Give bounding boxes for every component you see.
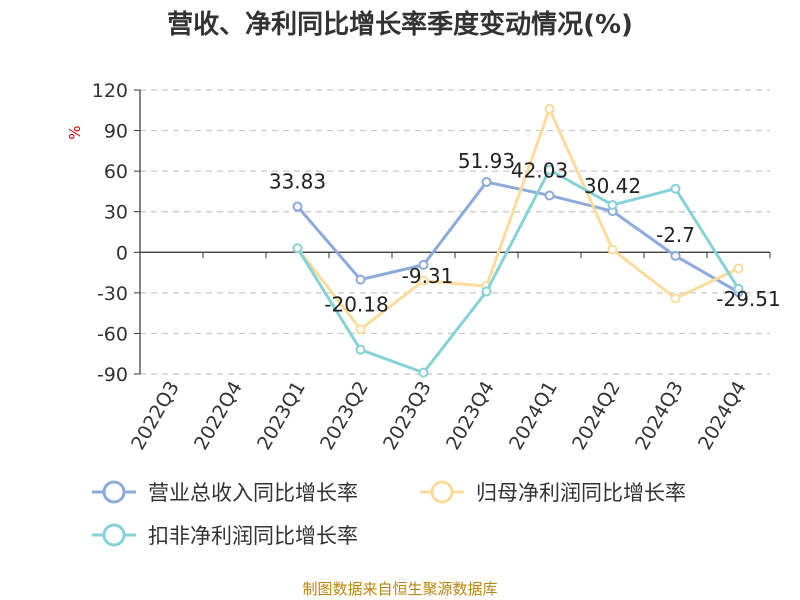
data-point xyxy=(607,244,618,255)
legend-marker-icon xyxy=(102,480,126,504)
x-tick-label: 2024Q4 xyxy=(694,378,751,454)
data-point xyxy=(292,201,303,212)
y-tick-label: 30 xyxy=(104,202,128,224)
legend-item[interactable]: 归母净利润同比增长率 xyxy=(420,480,686,505)
data-label: -9.31 xyxy=(402,264,454,288)
x-tick-label: 2023Q2 xyxy=(316,378,373,454)
series-line xyxy=(296,180,740,294)
x-tick-label: 2022Q4 xyxy=(190,378,247,454)
data-label: -29.51 xyxy=(716,287,780,311)
y-tick-label: -30 xyxy=(97,283,128,305)
chart-title: 营收、净利同比增长率季度变动情况(%) xyxy=(167,10,633,40)
data-point xyxy=(418,275,429,286)
x-tick-label: 2023Q1 xyxy=(253,378,310,454)
data-point xyxy=(418,259,429,270)
data-label: -2.7 xyxy=(656,223,695,247)
data-point xyxy=(544,103,555,114)
x-tick-labels: 2022Q3 2022Q4 2023Q1 2023Q2 2023Q3 2023Q4 2024… xyxy=(127,378,751,454)
legend-marker-icon xyxy=(102,523,126,547)
legend-label: 归母净利润同比增长率 xyxy=(476,481,686,505)
axes xyxy=(134,89,771,375)
x-tick-label: 2024Q3 xyxy=(631,378,688,454)
legend-item[interactable]: 扣非净利润同比增长率 xyxy=(92,523,358,548)
source-note: 制图数据来自恒生聚源数据库 xyxy=(302,580,498,598)
data-point xyxy=(355,344,366,355)
data-point xyxy=(670,293,681,304)
legend-item[interactable]: 营业总收入同比增长率 xyxy=(92,480,358,505)
legend-marker-icon xyxy=(430,480,454,504)
data-point xyxy=(481,177,492,188)
x-tick-label: 2023Q4 xyxy=(442,378,499,454)
x-tick-label: 2024Q2 xyxy=(568,378,625,454)
x-tick-label: 2024Q1 xyxy=(505,378,562,454)
series-line xyxy=(296,168,740,375)
y-tick-label: 60 xyxy=(104,161,128,183)
data-point xyxy=(292,243,303,254)
data-label: 51.93 xyxy=(458,149,515,173)
data-label: 42.03 xyxy=(511,158,568,182)
y-tick-label: -60 xyxy=(97,323,128,345)
x-tick-label: 2022Q3 xyxy=(127,378,184,454)
y-axis-unit-label: % xyxy=(66,125,84,139)
data-label: -20.18 xyxy=(324,293,388,317)
data-point xyxy=(544,164,555,175)
y-tick-label: 0 xyxy=(116,242,128,264)
data-label: 33.83 xyxy=(269,170,326,194)
data-label: 30.42 xyxy=(584,174,641,198)
data-point xyxy=(733,283,744,294)
y-tick-label: 90 xyxy=(104,121,128,143)
y-tick-label: -90 xyxy=(97,364,128,386)
data-point xyxy=(670,250,681,261)
data-point xyxy=(355,324,366,335)
data-point xyxy=(418,367,429,378)
legend-label: 营业总收入同比增长率 xyxy=(148,481,358,505)
data-point xyxy=(544,190,555,201)
data-point xyxy=(481,286,492,297)
series-group xyxy=(292,103,744,378)
data-point xyxy=(355,274,366,285)
y-tick-label: 120 xyxy=(92,80,128,102)
data-point xyxy=(607,199,618,210)
x-tick-label: 2023Q3 xyxy=(379,378,436,454)
series-line xyxy=(296,107,740,331)
data-point xyxy=(733,263,744,274)
data-point xyxy=(670,183,681,194)
y-tick-labels: 120 90 60 30 0 -30 -60 -90 xyxy=(92,80,128,386)
legend-label: 扣非净利润同比增长率 xyxy=(148,524,358,548)
